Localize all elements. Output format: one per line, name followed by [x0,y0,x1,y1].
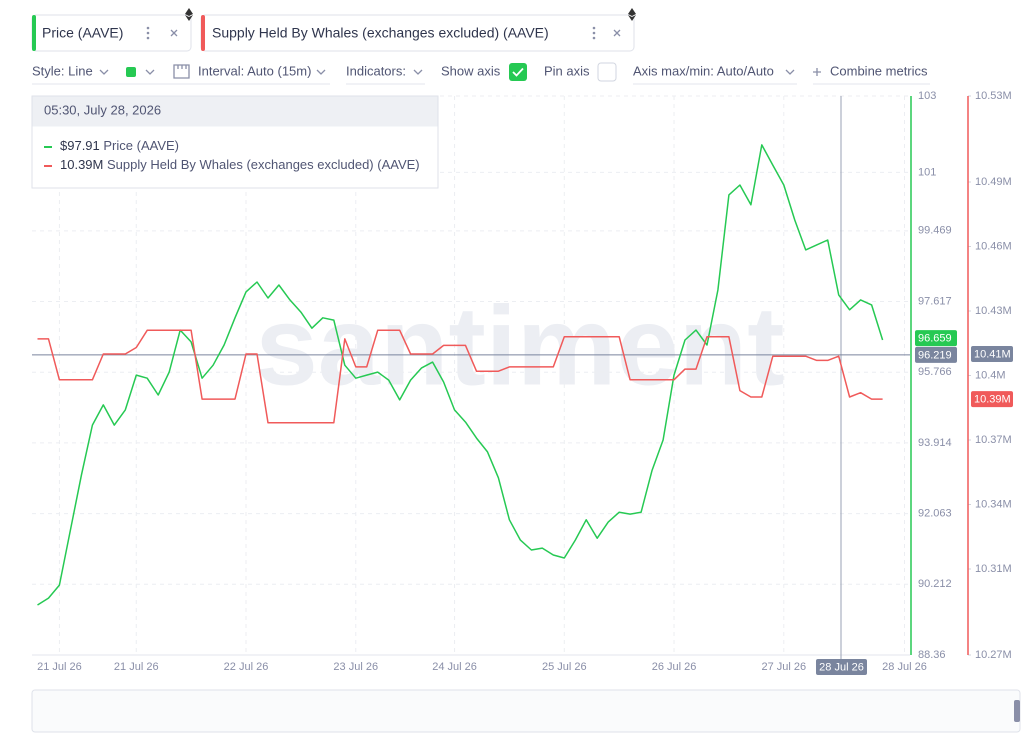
metric-tab[interactable]: Supply Held By Whales (exchanges exclude… [200,8,636,52]
watermark: santiment [256,284,785,409]
tooltip-time: 05:30, July 28, 2026 [44,102,161,117]
x-tick-label: 23 Jul 26 [333,661,378,673]
menu-icon [146,31,150,35]
tooltip: 05:30, July 28, 2026 $97.91 Price (AAVE)… [31,95,439,189]
tooltip-header [32,96,438,127]
tooltip-value: $97.91 [60,138,100,153]
last-value-tag-label: 96.659 [918,333,952,345]
metric-tab[interactable]: Price (AAVE) [31,8,193,52]
y-tick-label: 92.063 [918,508,952,520]
menu-icon[interactable] [146,26,150,30]
axis-minmax-button[interactable]: Axis max/min: Auto/Auto [633,63,774,78]
chevron [785,69,795,75]
crosshair-tag-label: 96.219 [918,349,952,361]
checkbox-checked[interactable] [509,63,527,81]
tooltip-metric: Supply Held By Whales (exchanges exclude… [107,157,420,172]
y-tick-label: 93.914 [918,437,952,449]
interval-button[interactable]: Interval: Auto (15m) [198,63,311,78]
crosshair-tag [915,346,957,363]
checkbox[interactable] [597,62,617,82]
indicators-button[interactable]: Indicators: [346,63,406,78]
tab-color [201,15,205,51]
tooltip-row: $97.91 Price (AAVE) [60,138,179,153]
y-tick-label: 88.36 [918,649,946,661]
plot-area: santiment 103 101 99.469 97.617 95.766 93.914 9… [32,90,1013,675]
tooltip-value: 10.39M [60,157,103,172]
close-icon[interactable] [613,29,621,37]
tooltip-row: 10.39M Supply Held By Whales (exchanges … [60,157,420,172]
series-line [37,329,883,424]
toolbar: Style: Line Interval: Auto (15m) Indicat… [32,62,930,85]
y2-tick-label: 10.53M [975,90,1012,102]
chevron [413,69,423,75]
navigator-box [31,689,1021,733]
tab-color [32,15,36,51]
x-tick-label: 28 Jul 26 [882,661,927,673]
menu-icon [592,36,596,40]
y2-tick-label: 10.4M [975,369,1006,381]
menu-icon [146,36,150,40]
combine-button[interactable]: Combine metrics [830,63,928,78]
y2-tick-label: 10.37M [975,434,1012,446]
last-value-tag [971,391,1013,408]
series-line [37,144,884,606]
crosshair-tag [971,346,1013,362]
y2-tick-label: 10.49M [975,176,1012,188]
chevron [99,69,109,75]
crosshair-x-label: 28 Jul 26 [819,661,864,673]
color-picker[interactable] [126,67,136,77]
x-tick-label: 26 Jul 26 [652,661,697,673]
last-value-tag [915,330,957,347]
y2-tick-label: 10.31M [975,563,1012,575]
crosshair-x-tag [816,659,867,675]
chevron [145,69,155,75]
y-tick-label: 90.212 [918,578,952,590]
y2-tick-label: 10.34M [975,498,1012,510]
tab-label: Price (AAVE) [42,25,123,41]
chevron [316,69,326,75]
close-icon[interactable] [170,29,178,37]
x-tick-label: 24 Jul 26 [432,661,477,673]
pin-axis-label[interactable]: Pin axis [544,63,590,78]
x-tick-label: 21 Jul 26 [114,661,159,673]
x-tick-label: 27 Jul 26 [761,661,806,673]
y-tick-label: 95.766 [918,366,952,378]
show-axis-label[interactable]: Show axis [441,63,501,78]
ruler-icon [173,64,190,79]
y-tick-label: 99.469 [918,225,952,237]
last-value-tag-label: 10.39M [974,394,1011,406]
plus-icon [813,68,821,76]
navigator[interactable] [31,689,1021,733]
y-tick-label: 97.617 [918,295,952,307]
menu-icon[interactable] [592,26,596,30]
menu-icon [592,31,596,35]
x-tick-label: 22 Jul 26 [224,661,269,673]
y-tick-label: 103 [918,90,936,102]
x-tick-label: 21 Jul 26 [37,661,82,673]
tab-label: Supply Held By Whales (exchanges exclude… [212,25,549,41]
style-button[interactable]: Style: Line [32,63,93,78]
y2-tick-label: 10.46M [975,240,1012,252]
x-tick-label: 25 Jul 26 [542,661,587,673]
navigator-handle[interactable] [1014,700,1020,722]
check-mark [512,67,524,77]
y2-tick-label: 10.27M [975,649,1012,661]
crosshair-tag-label: 10.41M [974,348,1011,360]
eth-icon [628,8,636,21]
y-tick-label: 101 [918,166,936,178]
tooltip-metric: Price (AAVE) [103,138,179,153]
eth-icon [185,8,193,21]
y2-tick-label: 10.43M [975,305,1012,317]
